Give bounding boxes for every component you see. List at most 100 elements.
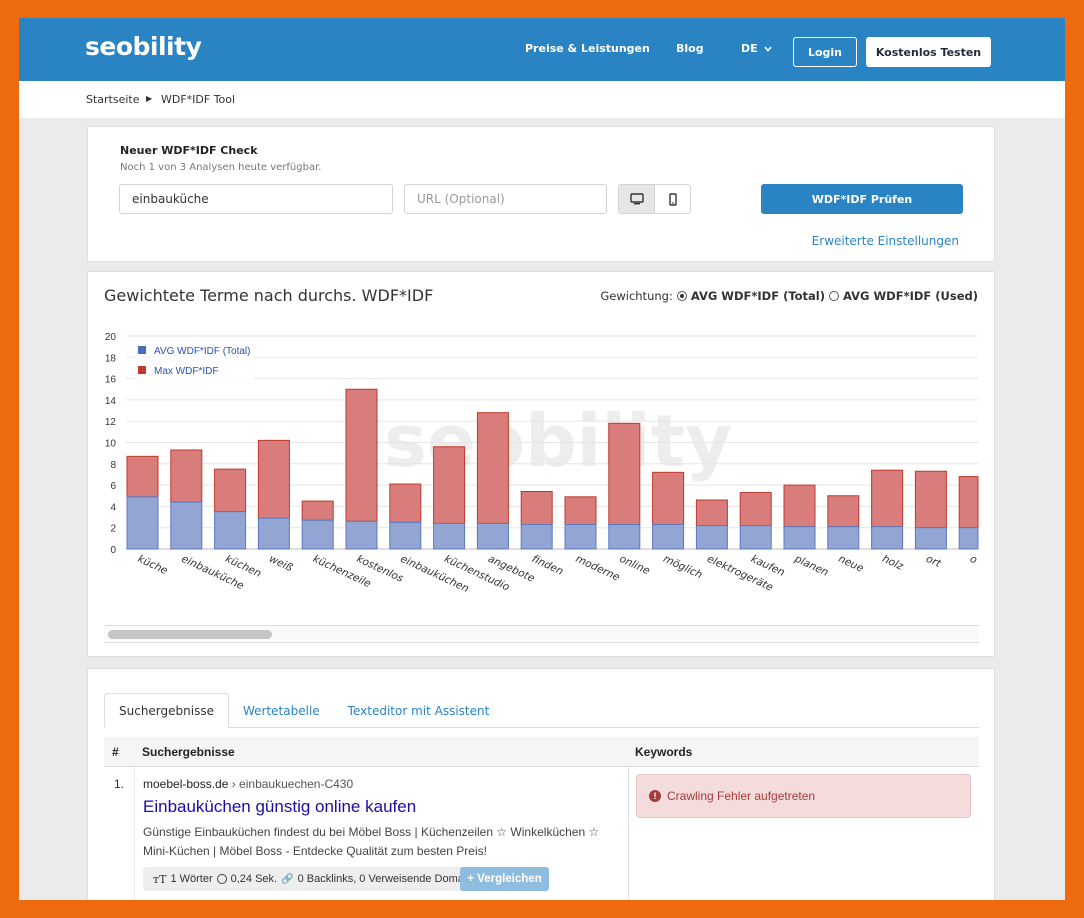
- nav-blog-link[interactable]: Blog: [676, 42, 704, 55]
- language-dropdown[interactable]: DE: [741, 42, 772, 55]
- radio-avg-total[interactable]: [676, 291, 687, 301]
- weighting-label: Gewichtung:: [600, 289, 673, 303]
- legend-label: Max WDF*IDF: [154, 366, 218, 377]
- result-title-link[interactable]: Einbauküchen günstig online kaufen: [143, 797, 417, 816]
- chevron-down-icon: [763, 46, 772, 52]
- wdf-idf-check-button[interactable]: WDF*IDF Prüfen: [761, 184, 963, 214]
- bar-avg-12: [652, 524, 685, 550]
- bar-max-14: [739, 492, 772, 527]
- bar-avg-3: [257, 517, 290, 550]
- bar-max-13: [695, 499, 728, 527]
- bar-avg-10: [564, 524, 597, 550]
- x-tick-label: weiß: [267, 553, 295, 574]
- y-tick-label: 10: [105, 439, 117, 450]
- top-navbar: seobility Preise & Leistungen Blog DE Lo…: [19, 18, 1065, 81]
- bar-max-15: [783, 484, 816, 528]
- option-avg-used-label[interactable]: AVG WDF*IDF (Used): [843, 289, 978, 303]
- bar-max-4: [301, 500, 334, 521]
- advanced-settings-link[interactable]: Erweiterte Einstellungen: [811, 234, 959, 248]
- y-tick-label: 6: [110, 481, 116, 492]
- col-header-keywords: Keywords: [635, 745, 693, 759]
- x-tick-label: planen: [792, 552, 830, 578]
- bar-avg-14: [739, 525, 772, 550]
- backlinks-count: 0 Backlinks, 0 Verweisende Domains: [297, 873, 478, 885]
- mobile-device-button[interactable]: [655, 185, 690, 213]
- bar-max-3: [257, 439, 290, 519]
- language-label: DE: [741, 42, 758, 55]
- chart-scrollbar-thumb[interactable]: [108, 630, 272, 639]
- seobility-logo[interactable]: seobility: [85, 32, 202, 61]
- bar-avg-1: [170, 501, 203, 550]
- form-quota-text: Noch 1 von 3 Analysen heute verfügbar.: [120, 162, 322, 173]
- x-tick-label: möglich: [661, 553, 704, 581]
- clock-icon: [216, 874, 227, 884]
- tab-search-results[interactable]: Suchergebnisse: [104, 693, 229, 728]
- bar-max-5: [345, 388, 378, 522]
- text-size-icon: ᴛT: [153, 872, 167, 886]
- y-tick-label: 18: [105, 353, 117, 364]
- bar-max-18: [914, 470, 947, 529]
- chart-scrollbar[interactable]: [104, 625, 979, 643]
- result-metrics: ᴛT 1 Wörter 0,24 Sek. 🔗 0 Backlinks, 0 V…: [143, 867, 488, 891]
- crawl-error-alert: ! Crawling Fehler aufgetreten: [636, 774, 971, 818]
- results-table-header: # Suchergebnisse Keywords: [104, 737, 979, 767]
- bar-avg-15: [783, 526, 816, 550]
- url-input[interactable]: [404, 184, 607, 214]
- chart-panel: Gewichtete Terme nach durchs. WDF*IDF Ge…: [87, 271, 995, 657]
- bar-avg-19: [958, 527, 979, 550]
- compare-button[interactable]: + Vergleichen: [460, 867, 549, 891]
- tab-value-table[interactable]: Wertetabelle: [242, 703, 320, 718]
- bar-max-12: [652, 471, 685, 526]
- caret-right-icon: ▶: [146, 94, 153, 103]
- mobile-icon: [668, 192, 677, 206]
- bar-max-8: [476, 412, 509, 524]
- bar-avg-0: [126, 496, 159, 550]
- column-divider: [134, 767, 135, 900]
- chart-title: Gewichtete Terme nach durchs. WDF*IDF: [104, 286, 434, 305]
- word-count: 1 Wörter: [170, 873, 213, 885]
- bar-avg-7: [433, 522, 466, 550]
- results-tabs: Suchergebnisse Wertetabelle Texteditor m…: [104, 693, 979, 728]
- bar-avg-16: [827, 526, 860, 550]
- exclamation-circle-icon: !: [649, 790, 661, 802]
- radio-avg-used[interactable]: [829, 291, 840, 301]
- link-icon: 🔗: [281, 873, 294, 885]
- keyword-input[interactable]: [119, 184, 393, 214]
- bar-avg-2: [214, 511, 247, 550]
- result-description: Günstige Einbauküchen findest du bei Möb…: [143, 825, 600, 858]
- breadcrumb: Startseite ▶ WDF*IDF Tool: [19, 81, 1065, 118]
- legend-label: AVG WDF*IDF (Total): [154, 346, 250, 357]
- bar-avg-6: [389, 521, 422, 550]
- y-tick-label: 8: [110, 460, 116, 471]
- result-rank: 1.: [114, 777, 125, 791]
- x-tick-label: ort: [924, 553, 943, 571]
- app-frame: seobility Preise & Leistungen Blog DE Lo…: [19, 18, 1065, 900]
- breadcrumb-home-link[interactable]: Startseite: [86, 93, 140, 106]
- y-tick-label: 12: [105, 417, 117, 428]
- y-tick-label: 0: [110, 545, 116, 556]
- x-tick-label: holz: [880, 553, 905, 573]
- desktop-device-button[interactable]: [619, 185, 655, 213]
- bar-max-9: [520, 490, 553, 526]
- weighting-options: Gewichtung: AVG WDF*IDF (Total) AVG WDF*…: [600, 289, 978, 303]
- tab-text-editor[interactable]: Texteditor mit Assistent: [347, 703, 490, 718]
- login-button[interactable]: Login: [793, 37, 857, 67]
- bar-max-10: [564, 496, 597, 526]
- free-trial-button[interactable]: Kostenlos Testen: [866, 37, 991, 67]
- bar-max-7: [433, 446, 466, 524]
- option-avg-total-label[interactable]: AVG WDF*IDF (Total): [690, 289, 826, 303]
- desktop-icon: [629, 193, 644, 205]
- bar-max-16: [827, 495, 860, 528]
- legend-swatch: [138, 346, 146, 354]
- bar-avg-18: [914, 527, 947, 550]
- bar-avg-5: [345, 520, 378, 550]
- bar-avg-8: [476, 522, 509, 550]
- bar-max-0: [126, 455, 159, 498]
- bar-max-17: [871, 469, 904, 528]
- nav-pricing-link[interactable]: Preise & Leistungen: [525, 42, 650, 55]
- x-tick-label: küche: [136, 553, 170, 577]
- device-toggle: [618, 184, 691, 214]
- check-form-panel: Neuer WDF*IDF Check Noch 1 von 3 Analyse…: [87, 126, 995, 262]
- bar-max-19: [958, 476, 979, 529]
